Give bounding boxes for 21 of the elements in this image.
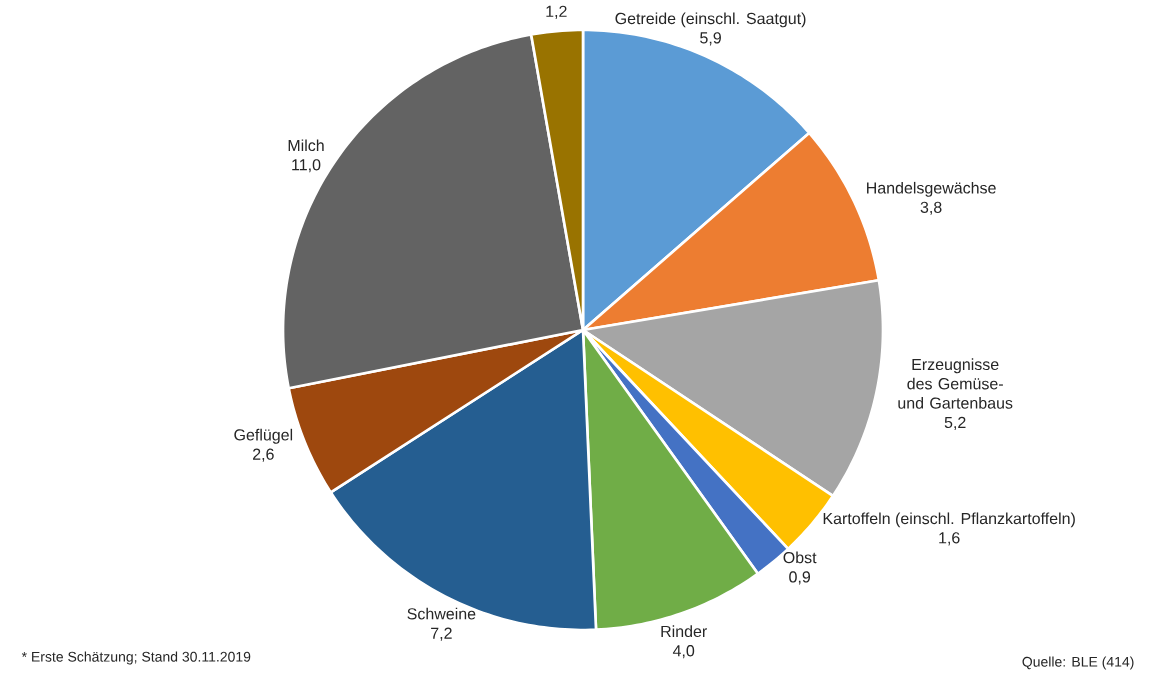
- slice-label: Kartoffeln (einschl. Pflanzkartoffeln): [823, 512, 1075, 528]
- text: * Erste Schätzung; Stand 30.11.2019: [21, 651, 251, 665]
- data-label: 5,2: [944, 416, 966, 430]
- slice-label: Obst: [783, 551, 817, 564]
- data-label: 7,2: [431, 627, 452, 641]
- data-label: 3,8: [920, 201, 942, 215]
- data-label: 4,0: [672, 645, 695, 659]
- slice-label: Schweine: [407, 607, 476, 620]
- data-label: 11,0: [292, 159, 321, 173]
- data-label: 1,2: [546, 5, 567, 19]
- data-label: 0,9: [789, 571, 811, 585]
- slice-label: Handelsgewächse: [867, 181, 996, 197]
- slice-label: Erzeugnisse des Gemüse- und Gartenbaus: [898, 358, 1013, 409]
- slice-label: Getreide (einschl. Saatgut): [615, 12, 806, 28]
- data-label: 2,6: [253, 448, 274, 462]
- slice-label: Geflügel: [234, 428, 293, 444]
- source-note: Quelle: BLE (414): [1022, 656, 1134, 670]
- slice-label: Milch: [288, 139, 324, 152]
- data-label: 5,9: [700, 32, 721, 46]
- slice-label: Rinder: [661, 625, 707, 638]
- data-label: 1,6: [939, 532, 960, 546]
